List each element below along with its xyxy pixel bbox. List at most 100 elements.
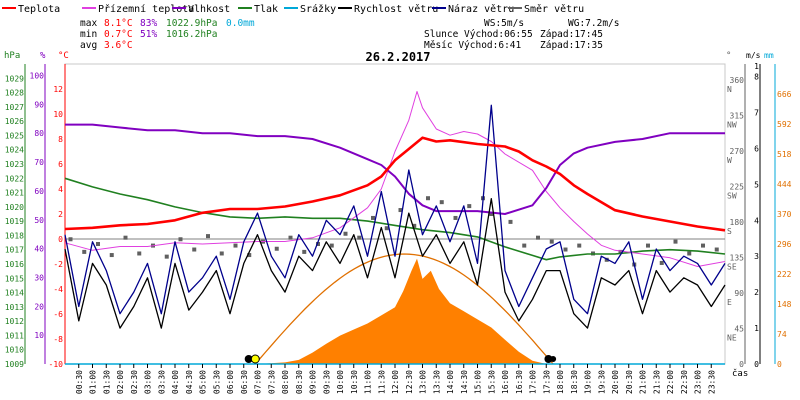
time-tick-label: 02:00 xyxy=(116,370,125,394)
time-tick-label: 17:00 xyxy=(529,370,538,394)
wind-direction-point xyxy=(329,243,334,248)
legend-label: Vlhkost xyxy=(188,4,230,15)
hpa-tick-label: 1024 xyxy=(5,146,24,155)
time-tick-label: 07:30 xyxy=(267,370,276,394)
time-tick-label: 16:30 xyxy=(515,370,524,394)
legend-label: Náraz větru xyxy=(448,3,514,15)
wind-direction-point xyxy=(384,226,389,231)
time-tick-label: 11:00 xyxy=(364,370,373,394)
hpa-tick-label: 1017 xyxy=(5,246,24,255)
temp-tick-label: -4 xyxy=(53,285,63,294)
temp-tick-label: -2 xyxy=(53,260,63,269)
wind-direction-point xyxy=(701,243,705,248)
time-tick-label: 15:30 xyxy=(487,370,496,394)
ms-tick-label: 8 xyxy=(754,73,759,82)
legend-item-smer-vetru: Směr větru xyxy=(508,3,584,15)
time-tick-label: 21:00 xyxy=(639,370,648,394)
wind-direction-point xyxy=(164,254,169,259)
mm-tick-label: 148 xyxy=(777,300,792,309)
wind-direction-point xyxy=(426,196,430,201)
time-tick-label: 19:00 xyxy=(584,370,593,394)
solar-radiation-fill xyxy=(257,258,547,364)
hpa-tick-label: 1029 xyxy=(5,74,24,83)
wind-direction-point xyxy=(371,215,375,220)
temp-tick-label: -10 xyxy=(49,360,64,369)
mm-tick-label: 444 xyxy=(777,180,792,189)
percent-tick-label: 30 xyxy=(34,273,44,282)
time-tick-label: 04:30 xyxy=(185,370,194,394)
direction-compass-label: SE xyxy=(727,262,737,271)
mm-tick-label: 222 xyxy=(777,270,792,279)
time-tick-label: 04:00 xyxy=(171,370,180,394)
wind-direction-point xyxy=(178,237,183,242)
stat-min-temp: 0.7°C xyxy=(104,29,133,40)
stat-sun-rise: Slunce Východ:06:55 xyxy=(424,29,533,40)
time-tick-label: 15:00 xyxy=(474,370,483,394)
legend-item-srazky: Srážky xyxy=(284,3,336,15)
temperature-line xyxy=(64,136,726,232)
stat-min-press: 1016.2hPa xyxy=(166,29,217,40)
percent-tick-label: 10 xyxy=(34,331,44,340)
ms-tick-label: 1 xyxy=(754,62,759,71)
mm-tick-label: 592 xyxy=(777,120,792,129)
ms-tick-label: 5 xyxy=(754,180,759,189)
percent-tick-label: 80 xyxy=(34,129,44,138)
wind-direction-point xyxy=(439,200,444,205)
ms-tick-label: 0 xyxy=(754,360,759,369)
temp-tick-label: 8 xyxy=(58,135,63,144)
x-axis: 00:30 01:00 01:30 02:00 02:30 03:00 03:30 04:00… xyxy=(75,364,716,394)
direction-tick-label: 180 xyxy=(730,218,745,227)
sun-path-arc xyxy=(254,253,554,365)
wind-direction-point xyxy=(522,243,527,248)
legend-item-teplota: Teplota xyxy=(2,4,60,15)
ground-temperature-line xyxy=(64,91,726,267)
legend-item-naraz-vetru: Náraz větru xyxy=(432,3,514,15)
wind-direction-point xyxy=(453,215,458,220)
direction-tick-label: 90 xyxy=(734,289,744,298)
mm-tick-label: 666 xyxy=(777,90,792,99)
hpa-tick-label: 1025 xyxy=(5,131,24,140)
temp-tick-label: 0 xyxy=(58,235,63,244)
legend-label: Teplota xyxy=(18,4,60,15)
direction-tick-label: 135 xyxy=(730,253,745,262)
hpa-tick-label: 1027 xyxy=(5,103,24,112)
wind-direction-point xyxy=(646,243,650,248)
wind-direction-point xyxy=(123,235,128,240)
time-tick-label: 01:00 xyxy=(89,370,98,394)
legend-item-prizemni-teplota: Přízemní teplota xyxy=(82,3,194,15)
stat-max-rain: 0.0mm xyxy=(226,18,255,29)
mm-tick-label: 370 xyxy=(777,210,792,219)
temp-tick-label: -6 xyxy=(53,310,63,319)
direction-tick-label: 225 xyxy=(730,182,745,191)
hpa-tick-label: 1019 xyxy=(5,217,24,226)
wind-direction-points xyxy=(68,196,719,267)
time-tick-label: 09:30 xyxy=(322,370,331,394)
stat-moon-set: Západ:17:35 xyxy=(540,40,603,51)
wind-direction-point xyxy=(109,253,114,258)
wind-speed-line xyxy=(64,198,726,329)
direction-compass-label: NE xyxy=(727,333,737,342)
mm-tick-label: 518 xyxy=(777,150,792,159)
direction-tick-label: 45 xyxy=(734,324,744,333)
wind-direction-point xyxy=(618,249,623,254)
legend-label: Směr větru xyxy=(524,3,584,15)
wind-direction-point xyxy=(489,212,494,216)
hpa-tick-label: 1028 xyxy=(5,89,24,98)
stat-moon-rise: Měsíc Východ:6:41 xyxy=(424,40,522,51)
wind-direction-point xyxy=(563,247,568,252)
hpa-tick-label: 1022 xyxy=(5,174,24,183)
hpa-tick-label: 1020 xyxy=(5,203,24,212)
wind-direction-point xyxy=(467,204,472,209)
legend-item-tlak: Tlak xyxy=(238,4,278,15)
wind-direction-point xyxy=(343,231,348,236)
time-tick-label: 23:30 xyxy=(707,370,716,394)
wind-direction-point xyxy=(247,253,252,258)
wind-direction-point xyxy=(68,237,73,242)
time-tick-label: 12:00 xyxy=(391,370,400,394)
hpa-tick-label: 1023 xyxy=(5,160,24,169)
legend-item-rychlost-vetru: Rychlost větru xyxy=(338,3,438,15)
hpa-tick-label: 1026 xyxy=(5,117,24,126)
percent-tick-label: 100 xyxy=(30,72,45,81)
wind-direction-point xyxy=(357,235,362,240)
stat-max-hum: 83% xyxy=(140,18,157,29)
